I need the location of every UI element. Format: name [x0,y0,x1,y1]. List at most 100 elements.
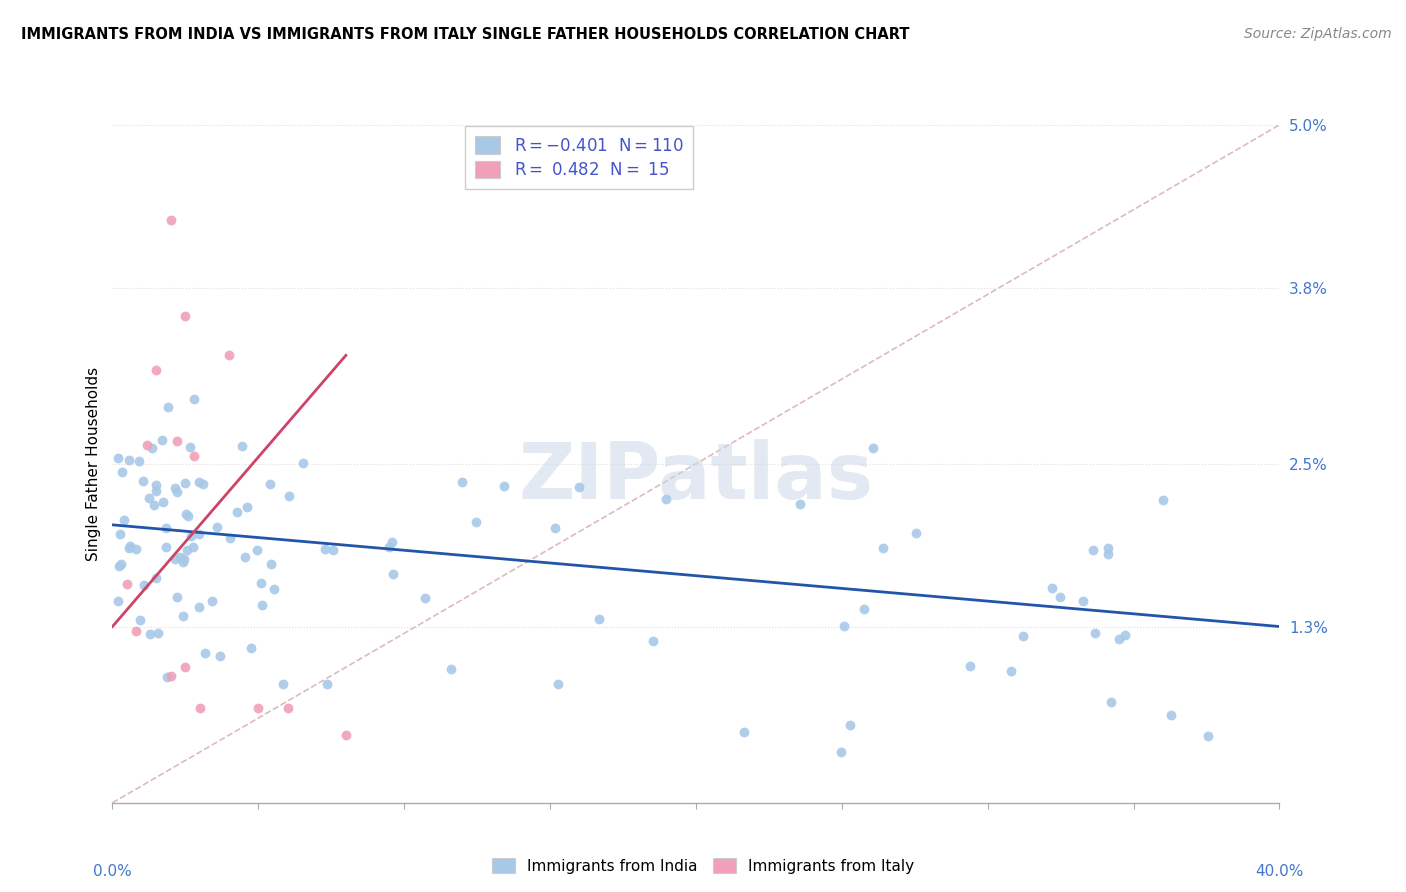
Point [259,477,281,491]
Point [132,578,155,592]
Point [125,624,148,639]
Point [188,701,211,715]
Point [163,552,186,566]
Point [259,557,281,571]
Point [246,543,269,558]
Point [152,495,174,509]
Point [118,541,141,555]
Point [322,542,344,557]
Point [1040,581,1063,595]
Point [830,745,852,759]
Y-axis label: Single Father Households: Single Father Households [86,367,101,561]
Point [145,483,167,498]
Point [271,677,294,691]
Point [247,701,270,715]
Point [176,542,198,557]
Legend: Immigrants from India, Immigrants from Italy: Immigrants from India, Immigrants from I… [486,852,920,880]
Point [249,576,271,591]
Point [838,718,860,732]
Point [1011,629,1033,643]
Point [191,476,214,491]
Point [1081,542,1104,557]
Point [655,492,678,507]
Point [218,348,240,362]
Point [174,476,197,491]
Point [862,441,884,455]
Point [464,516,486,530]
Point [132,474,155,488]
Point [110,527,132,541]
Point [160,669,183,683]
Point [291,456,314,470]
Point [219,531,242,545]
Text: IMMIGRANTS FROM INDIA VS IMMIGRANTS FROM ITALY SINGLE FATHER HOUSEHOLDS CORRELAT: IMMIGRANTS FROM INDIA VS IMMIGRANTS FROM… [21,27,910,42]
Point [235,500,257,515]
Point [226,505,249,519]
Text: Source: ZipAtlas.com: Source: ZipAtlas.com [1244,27,1392,41]
Point [112,513,135,527]
Point [440,662,463,676]
Point [1097,547,1119,561]
Point [118,453,141,467]
Point [643,634,665,648]
Point [107,450,129,465]
Point [180,529,202,543]
Point [263,582,285,597]
Point [188,526,211,541]
Point [166,484,188,499]
Point [588,612,610,626]
Text: ZIPatlas: ZIPatlas [519,440,873,516]
Point [544,521,567,535]
Point [733,725,755,739]
Point [413,591,436,606]
Point [139,626,162,640]
Point [157,401,180,415]
Point [172,609,194,624]
Point [1071,594,1094,608]
Point [240,640,263,655]
Point [172,556,194,570]
Point [1084,625,1107,640]
Point [174,309,197,323]
Point [129,613,152,627]
Point [174,660,197,674]
Point [451,475,474,490]
Point [177,508,200,523]
Point [1114,628,1136,642]
Point [169,550,191,565]
Point [278,489,301,503]
Point [276,701,298,715]
Point [166,434,188,448]
Point [145,363,167,377]
Point [381,535,404,549]
Point [335,728,357,742]
Point [1049,590,1071,604]
Point [194,646,217,660]
Point [145,571,167,585]
Point [381,566,404,581]
Point [567,480,589,494]
Point [155,521,177,535]
Point [183,540,205,554]
Point [208,648,231,663]
Point [155,541,177,555]
Point [872,541,894,556]
Point [959,659,981,673]
Point [179,441,201,455]
Point [547,676,569,690]
Point [136,438,159,452]
Point [118,539,141,553]
Point [1099,695,1122,709]
Point [160,212,183,227]
Point [1160,707,1182,722]
Point [1108,632,1130,646]
Point [108,559,131,574]
Point [138,491,160,505]
Point [110,557,132,571]
Point [1197,729,1219,743]
Text: 0.0%: 0.0% [93,863,132,879]
Point [187,475,209,489]
Point [188,600,211,615]
Point [183,392,205,406]
Point [128,454,150,468]
